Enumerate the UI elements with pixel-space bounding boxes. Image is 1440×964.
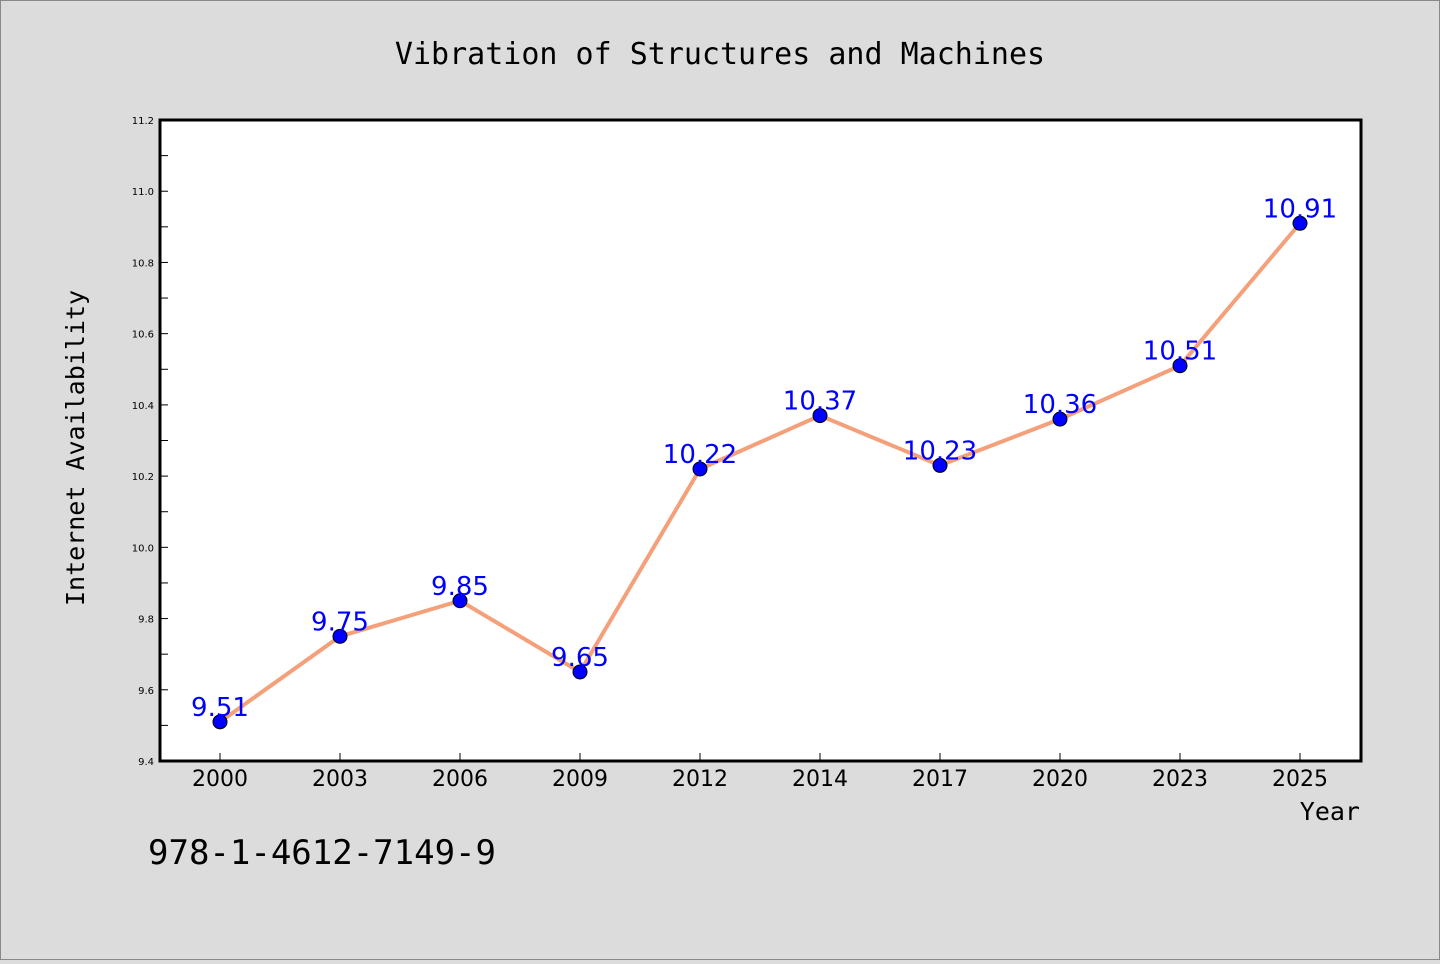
- annotation-text: 978-1-4612-7149-9: [148, 833, 496, 873]
- chart-title: Vibration of Structures and Machines: [395, 37, 1045, 72]
- y-tick-label: 9.6: [138, 686, 154, 697]
- data-point-marker: [812, 408, 828, 424]
- data-point-marker: [572, 664, 588, 680]
- data-label: 10.36: [1023, 390, 1097, 420]
- data-label: 10.22: [663, 440, 737, 470]
- y-tick-label: 9.8: [138, 615, 154, 626]
- data-label: 10.51: [1143, 337, 1217, 367]
- y-axis-label: Internet Availability: [61, 290, 90, 606]
- data-label: 9.85: [431, 572, 489, 602]
- y-axis: 9.4 9.6 9.8 10.0 10.2 10.4 10.6 10.8 11.0 11.2: [132, 116, 168, 768]
- x-tick-label: 2009: [552, 767, 608, 792]
- x-tick-label: 2000: [192, 767, 248, 792]
- x-tick-label: 2006: [432, 767, 488, 792]
- y-tick-label: 10.8: [132, 258, 154, 269]
- y-tick-label: 11.0: [132, 187, 154, 198]
- series-group: 9.51 9.75 9.85 9.65 10.22 10.37 10.23 10.36 10.5…: [191, 194, 1337, 730]
- data-label: 10.91: [1263, 194, 1337, 224]
- data-point-marker: [932, 457, 948, 473]
- y-tick-label: 10.0: [132, 543, 154, 554]
- x-tick-label: 2025: [1272, 767, 1328, 792]
- y-tick-label: 9.4: [138, 757, 154, 768]
- x-axis: 2000 2003 2006 2009 2012 2014 2017 2020 2023 2025: [192, 753, 1328, 792]
- data-label: 9.75: [311, 607, 369, 637]
- x-tick-label: 2023: [1152, 767, 1208, 792]
- x-tick-label: 2012: [672, 767, 728, 792]
- data-point-marker: [1292, 215, 1308, 231]
- y-tick-label: 10.4: [132, 401, 154, 412]
- data-label: 10.23: [903, 436, 977, 466]
- data-point-marker: [1052, 411, 1068, 427]
- series-line: [218, 221, 1302, 724]
- data-label: 9.51: [191, 693, 249, 723]
- data-label: 10.37: [783, 387, 857, 417]
- x-tick-label: 2017: [912, 767, 968, 792]
- x-tick-label: 2014: [792, 767, 848, 792]
- x-axis-label: Year: [1300, 797, 1360, 826]
- data-point-marker: [452, 593, 468, 609]
- data-point-marker: [1172, 358, 1188, 374]
- y-tick-label: 10.6: [132, 330, 154, 341]
- y-tick-label: 11.2: [132, 116, 154, 127]
- data-point-marker: [332, 628, 348, 644]
- data-point-marker: [212, 714, 228, 730]
- data-point-marker: [692, 461, 708, 477]
- data-label: 9.65: [551, 643, 609, 673]
- x-tick-label: 2003: [312, 767, 368, 792]
- y-tick-label: 10.2: [132, 472, 154, 483]
- x-tick-label: 2020: [1032, 767, 1088, 792]
